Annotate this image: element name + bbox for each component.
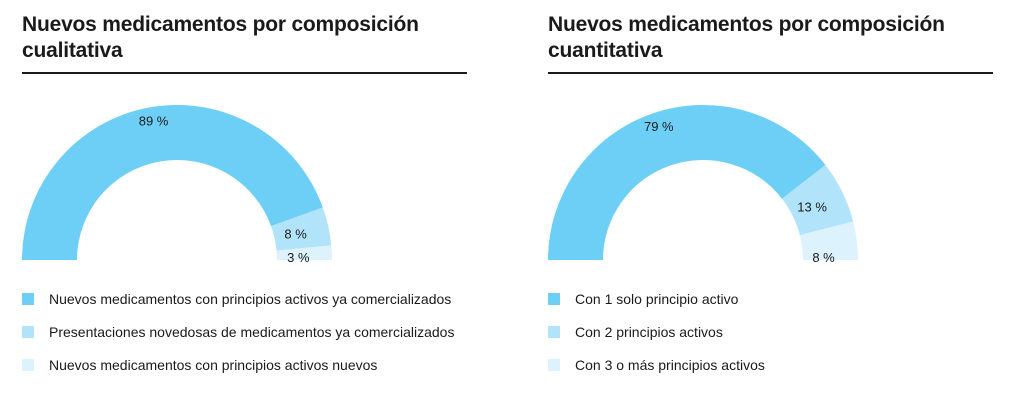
legend-item: Con 2 principios activos [548,323,998,356]
legend-item: Nuevos medicamentos con principios activ… [22,356,472,389]
slice-value-label: 79 % [644,119,674,134]
title-divider [548,72,993,74]
legend-item: Con 3 o más principios activos [548,356,998,389]
donut-slice [548,104,826,260]
donut-slice [22,105,323,260]
legend-item: Presentaciones novedosas de medicamentos… [22,323,472,356]
legend-swatch [548,359,560,371]
legend-label: Presentaciones novedosas de medicamentos… [49,324,455,340]
slice-value-label: 13 % [797,200,827,215]
legend-swatch [22,359,34,371]
legend-swatch [548,326,560,338]
slice-value-label: 89 % [139,114,169,129]
chart-title: Nuevos medicamentos por composición cual… [22,13,419,62]
half-donut-chart: 79 % 13 % 8 % [548,104,858,265]
legend: Con 1 solo principio activo Con 2 princi… [548,290,998,389]
legend-swatch [548,293,560,305]
legend-label: Con 2 principios activos [575,324,723,340]
slice-value-label: 3 % [287,250,310,265]
chart-title: Nuevos medicamentos por composición cuan… [548,13,945,62]
donut-slice [271,207,332,251]
legend-label: Nuevos medicamentos con principios activ… [49,357,378,373]
chart-panel-cualitativa: Nuevos medicamentos por composición cual… [22,0,472,405]
slice-value-label: 8 % [284,226,307,241]
legend-item: Con 1 solo principio activo [548,290,998,323]
legend-item: Nuevos medicamentos con principios activ… [22,290,472,323]
title-divider [22,72,467,74]
donut-slice [276,245,332,260]
legend-swatch [22,293,34,305]
legend-label: Nuevos medicamentos con principios activ… [49,291,452,307]
legend-label: Con 1 solo principio activo [575,291,739,307]
legend-swatch [22,326,34,338]
slice-value-label: 8 % [812,250,835,265]
chart-panel-cuantitativa: Nuevos medicamentos por composición cuan… [548,0,998,405]
donut-slice [799,221,858,260]
legend: Nuevos medicamentos con principios activ… [22,290,472,389]
donut-slice [782,164,854,236]
legend-label: Con 3 o más principios activos [575,357,765,373]
half-donut-chart: 89 % 8 % 3 % [22,105,332,265]
